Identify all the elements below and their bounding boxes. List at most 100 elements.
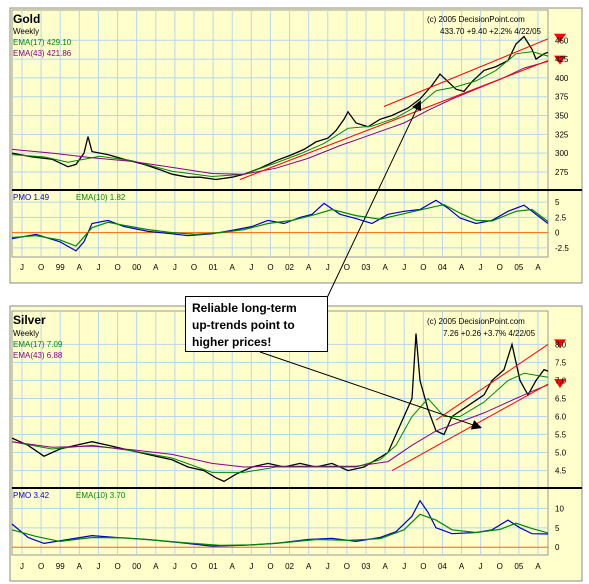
silver-x-tick-label: O	[38, 562, 44, 571]
silver-price-tick-label: 4.5	[555, 467, 567, 476]
gold-x-tick-label: 02	[285, 263, 294, 272]
gold-pmo-tick-label: 2.5	[555, 213, 567, 222]
silver-x-tick-label: A	[77, 562, 83, 571]
callout-arrow-gold	[325, 100, 422, 301]
silver-upper-channel-arrow	[554, 339, 566, 349]
gold-price-tick-label: 275	[555, 168, 569, 177]
gold-lower-channel-arrow	[554, 55, 566, 65]
silver-x-tick-label: A	[459, 562, 465, 571]
silver-x-tick-label: J	[479, 562, 483, 571]
silver-x-tick-label: 01	[209, 562, 218, 571]
gold-series-ema-17	[11, 51, 549, 178]
gold-ema43-legend: EMA(43) 421.86	[13, 49, 72, 58]
gold-price-tick-label: 450	[555, 36, 569, 45]
gold-pmo-series-signal	[11, 203, 549, 247]
silver-series-lower-channel	[391, 383, 549, 472]
silver-price-tick-label: 8.0	[555, 340, 567, 349]
silver-x-tick-label: J	[249, 562, 253, 571]
gold-x-tick-label: A	[535, 263, 541, 272]
silver-x-tick-label: A	[153, 562, 159, 571]
gold-price-tick-label: 375	[555, 93, 569, 102]
silver-title: Silver	[13, 313, 46, 327]
gold-x-tick-label: 04	[438, 263, 447, 272]
gold-x-tick-label: A	[153, 263, 159, 272]
gold-last-quote: 433.70 +9.40 +2.2% 4/22/05	[440, 27, 542, 36]
gold-x-tick-label: 00	[132, 263, 141, 272]
silver-pmo-tick-label: 10	[555, 504, 564, 513]
silver-series-ema-43	[11, 384, 549, 468]
gold-x-tick-label: J	[249, 263, 253, 272]
gold-pmo-series-pmo	[11, 199, 549, 252]
gold-x-tick-label: O	[420, 263, 426, 272]
gold-x-tick-label: J	[173, 263, 177, 272]
gold-upper-channel-arrow	[554, 33, 566, 43]
gold-x-tick-label: J	[326, 263, 330, 272]
gold-pmo-legend: PMO 1.49	[13, 193, 50, 202]
silver-x-tick-label: O	[191, 562, 197, 571]
silver-x-tick-label: J	[96, 562, 100, 571]
gold-title: Gold	[13, 12, 40, 26]
silver-x-tick-label: O	[344, 562, 350, 571]
silver-pmo-legend: PMO 3.42	[13, 491, 50, 500]
silver-pmo-tick-label: 5	[555, 524, 560, 533]
silver-lower-channel-arrow	[554, 379, 566, 389]
gold-x-tick-label: O	[38, 263, 44, 272]
gold-x-tick-label: 01	[209, 263, 218, 272]
gold-chart-panel: Gold (c) 2005 DecisionPoint.com Weekly 4…	[9, 7, 583, 284]
silver-x-tick-label: 00	[132, 562, 141, 571]
silver-price-tick-label: 7.5	[555, 358, 567, 367]
gold-price-tick-label: 400	[555, 74, 569, 83]
silver-x-tick-label: 05	[514, 562, 523, 571]
silver-x-tick-label: O	[420, 562, 426, 571]
gold-x-tick-label: O	[267, 263, 273, 272]
gold-x-tick-label: 99	[56, 263, 65, 272]
gold-x-tick-label: O	[191, 263, 197, 272]
silver-last-quote: 7.26 +0.26 +3.7% 4/22/05	[443, 329, 536, 338]
silver-pmo-signal-legend: EMA(10) 3.70	[76, 491, 126, 500]
gold-series-upper-channel	[383, 38, 549, 107]
silver-x-tick-label: O	[114, 562, 120, 571]
silver-series-ema-17	[11, 372, 549, 473]
silver-series-upper-channel	[435, 343, 549, 421]
gold-x-tick-label: A	[77, 263, 83, 272]
gold-series-price	[11, 35, 549, 181]
silver-x-tick-label: A	[230, 562, 236, 571]
silver-price-tick-label: 7.0	[555, 376, 567, 385]
silver-price-tick-label: 5.0	[555, 449, 567, 458]
gold-x-tick-label: A	[306, 263, 312, 272]
silver-pmo-tick-label: 0	[555, 543, 560, 552]
silver-x-tick-label: J	[402, 562, 406, 571]
silver-x-tick-label: 02	[285, 562, 294, 571]
silver-x-tick-label: J	[20, 562, 24, 571]
gold-price-tick-label: 350	[555, 112, 569, 121]
silver-x-tick-label: J	[173, 562, 177, 571]
gold-price-tick-label: 300	[555, 149, 569, 158]
gold-x-tick-label: J	[402, 263, 406, 272]
silver-x-tick-label: J	[326, 562, 330, 571]
gold-x-tick-label: 03	[362, 263, 371, 272]
silver-x-tick-label: A	[535, 562, 541, 571]
callout-arrow-silver	[259, 351, 482, 430]
silver-x-tick-label: 04	[438, 562, 447, 571]
gold-x-tick-label: 05	[514, 263, 523, 272]
gold-subtitle: Weekly	[13, 27, 39, 36]
silver-x-tick-label: A	[306, 562, 312, 571]
callout-box: Reliable long-term up-trends point to hi…	[185, 296, 328, 352]
gold-x-tick-label: A	[459, 263, 465, 272]
gold-pmo-tick-label: 0	[555, 229, 560, 238]
gold-copyright: (c) 2005 DecisionPoint.com	[427, 15, 525, 24]
gold-price-tick-label: 325	[555, 130, 569, 139]
silver-x-tick-label: O	[497, 562, 503, 571]
silver-pmo-series-signal	[11, 513, 549, 546]
gold-x-tick-label: A	[230, 263, 236, 272]
annotation-overlay	[259, 100, 482, 430]
gold-x-tick-label: J	[479, 263, 483, 272]
silver-price-tick-label: 5.5	[555, 431, 567, 440]
gold-series-lower-channel	[239, 60, 549, 180]
gold-pmo-tick-label: 5	[555, 198, 560, 207]
silver-copyright: (c) 2005 DecisionPoint.com	[427, 317, 525, 326]
gold-price-tick-label: 425	[555, 55, 569, 64]
silver-x-tick-label: 99	[56, 562, 65, 571]
gold-pmo-tick-label: -2.5	[555, 244, 569, 253]
